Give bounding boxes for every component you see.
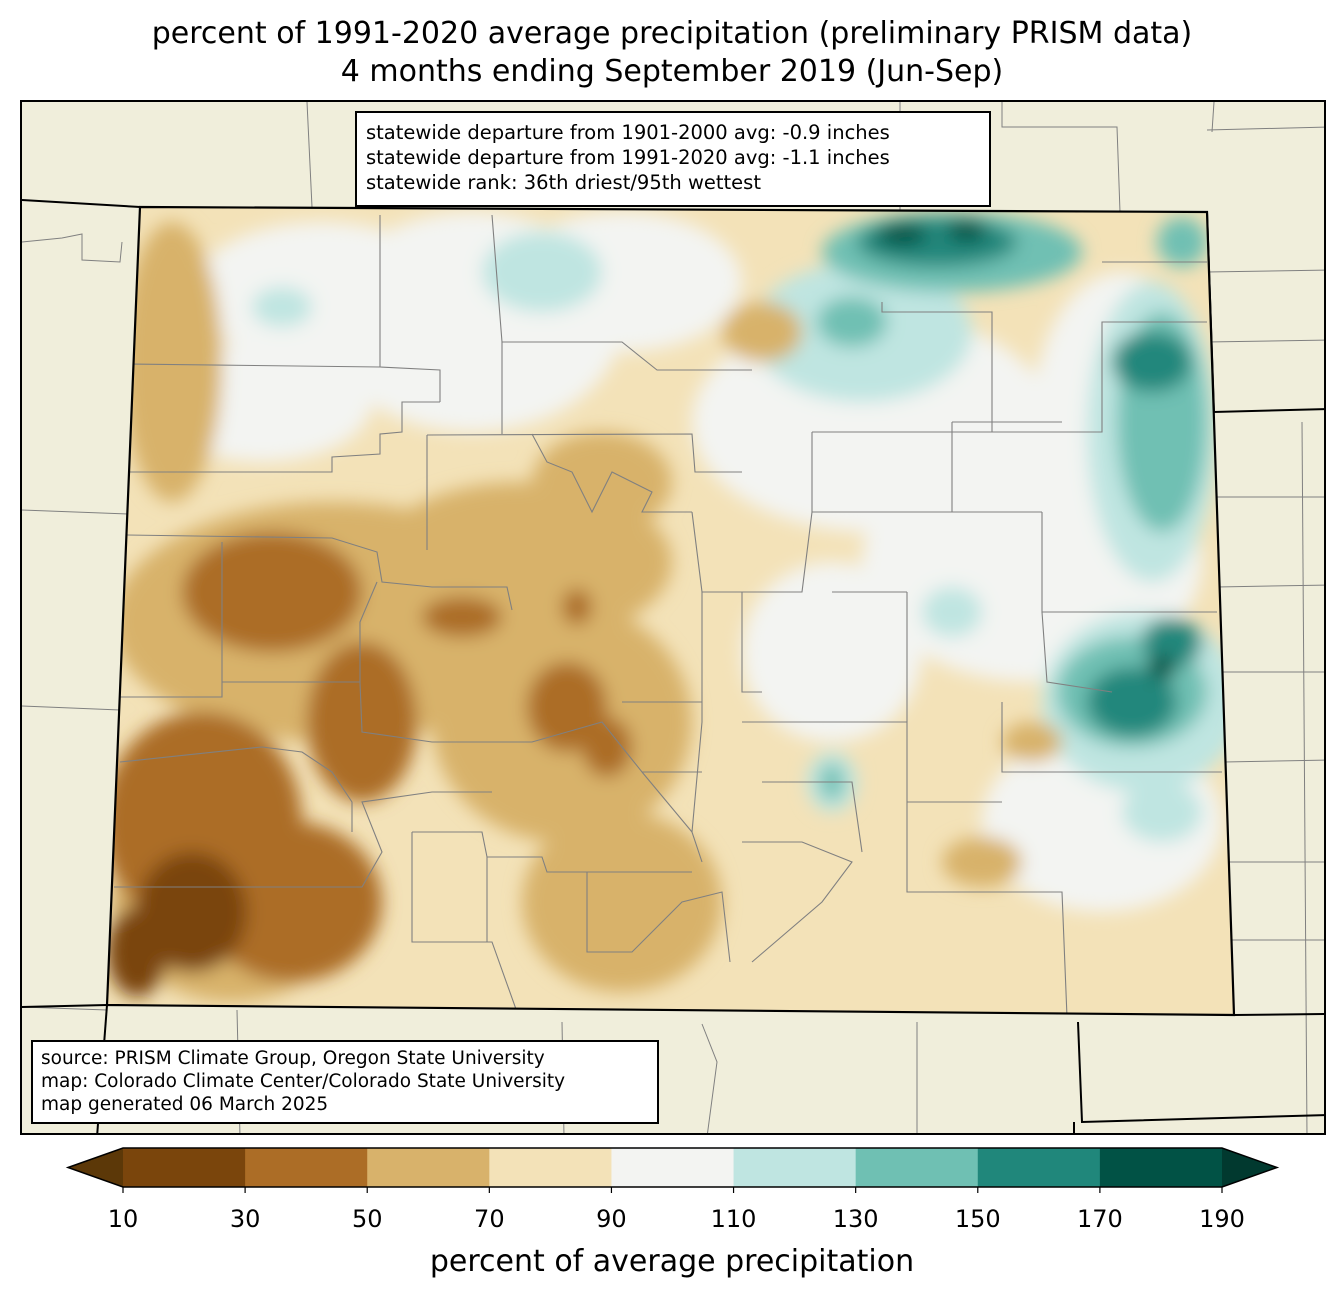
legend-tick-label: 150 (954, 1205, 1001, 1233)
legend-tick-label: 170 (1076, 1205, 1123, 1233)
legend-tick-label: 50 (351, 1205, 383, 1233)
legend-over-arrow (1222, 1148, 1277, 1187)
legend-tick-label: 70 (474, 1205, 505, 1233)
legend-color-bin (977, 1148, 1101, 1187)
legend-color-bin (1099, 1148, 1223, 1187)
legend-color-bin (245, 1148, 368, 1187)
legend-under-arrow (68, 1148, 123, 1187)
legend-color-bin (123, 1148, 246, 1187)
legend-colorbar (65, 1147, 1280, 1193)
precipitation-map (20, 100, 1326, 1135)
legend-tick-label: 30 (229, 1205, 261, 1233)
legend-tick-label: 90 (596, 1205, 627, 1233)
generated-date-text: map generated 06 March 2025 (41, 1094, 329, 1115)
statewide-rank-text: statewide rank: 36th driest/95th wettest (366, 171, 761, 194)
county-lines (114, 214, 1222, 1015)
legend-tick-label: 110 (710, 1205, 757, 1233)
departure-1901-2000-text: statewide departure from 1901-2000 avg: … (366, 121, 890, 144)
source-text: source: PRISM Climate Group, Oregon Stat… (41, 1048, 545, 1069)
legend-color-bin (855, 1148, 979, 1187)
map-credit-text: map: Colorado Climate Center/Colorado St… (41, 1071, 566, 1092)
legend-color-bin (489, 1148, 612, 1187)
map-title-line-2: 4 months ending September 2019 (Jun-Sep) (340, 54, 1004, 89)
colorado-state-boundary (105, 205, 1236, 1017)
legend-tick-label: 130 (832, 1205, 879, 1233)
map-title-line-1: percent of 1991-2020 average precipitati… (151, 16, 1193, 51)
legend-tick-label: 10 (107, 1205, 139, 1233)
legend-tick-label: 190 (1199, 1205, 1245, 1233)
legend-color-bin (733, 1148, 857, 1187)
legend-color-bin (367, 1148, 490, 1187)
legend-label: percent of average precipitation (429, 1244, 915, 1279)
statewide-stats-box: statewide departure from 1901-2000 avg: … (355, 111, 991, 207)
neighbor-county-lines (22, 102, 1324, 1133)
legend-color-bin (611, 1148, 735, 1187)
map-canvas (22, 102, 1324, 1133)
source-credits-box: source: PRISM Climate Group, Oregon Stat… (31, 1040, 659, 1124)
precipitation-field (107, 207, 1234, 1015)
departure-1991-2020-text: statewide departure from 1991-2020 avg: … (366, 146, 890, 169)
